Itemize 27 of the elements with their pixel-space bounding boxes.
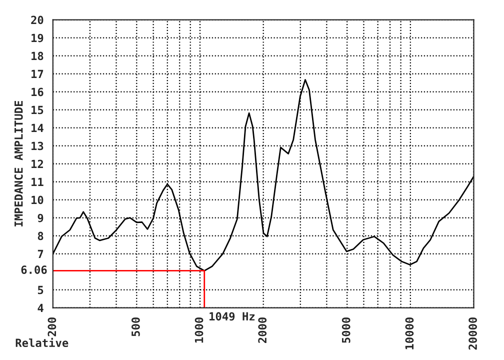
ref-line-label: 6.06	[21, 266, 47, 274]
y-axis-title: IMPEDANCE AMPLITUDE	[14, 100, 23, 226]
y-tick-label: 18	[32, 52, 44, 60]
ref-line-label: 1049 Hz	[210, 312, 255, 321]
text: Relative	[16, 338, 68, 348]
y-tick-label: 14	[32, 124, 44, 132]
y-tick-label: 19	[32, 34, 44, 42]
y-tick-label: 5	[38, 286, 44, 294]
y-tick-label: 13	[32, 142, 44, 150]
y-tick-label: 7	[38, 250, 44, 258]
y-tick-label: 11	[32, 178, 44, 186]
x-tick-label: 20000	[468, 317, 477, 350]
x-tick-label: 500	[131, 317, 140, 336]
x-tick-label: 1000	[194, 317, 204, 343]
y-tick-label: 20	[31, 16, 44, 24]
x-tick-label: 5000	[342, 317, 350, 343]
y-tick-label: 16	[32, 88, 44, 96]
y-tick-label: 8	[38, 232, 44, 240]
x-tick-label: 200	[48, 317, 56, 336]
x-tick-label: 2000	[258, 317, 267, 343]
y-tick-label: 9	[38, 214, 44, 222]
y-tick-label: 10	[32, 196, 44, 204]
x-tick-label: 10000	[405, 317, 414, 350]
y-tick-label: 17	[32, 70, 44, 78]
y-tick-label: 4	[38, 304, 44, 312]
y-tick-label: 15	[32, 106, 44, 114]
y-tick-label: 12	[32, 160, 43, 168]
